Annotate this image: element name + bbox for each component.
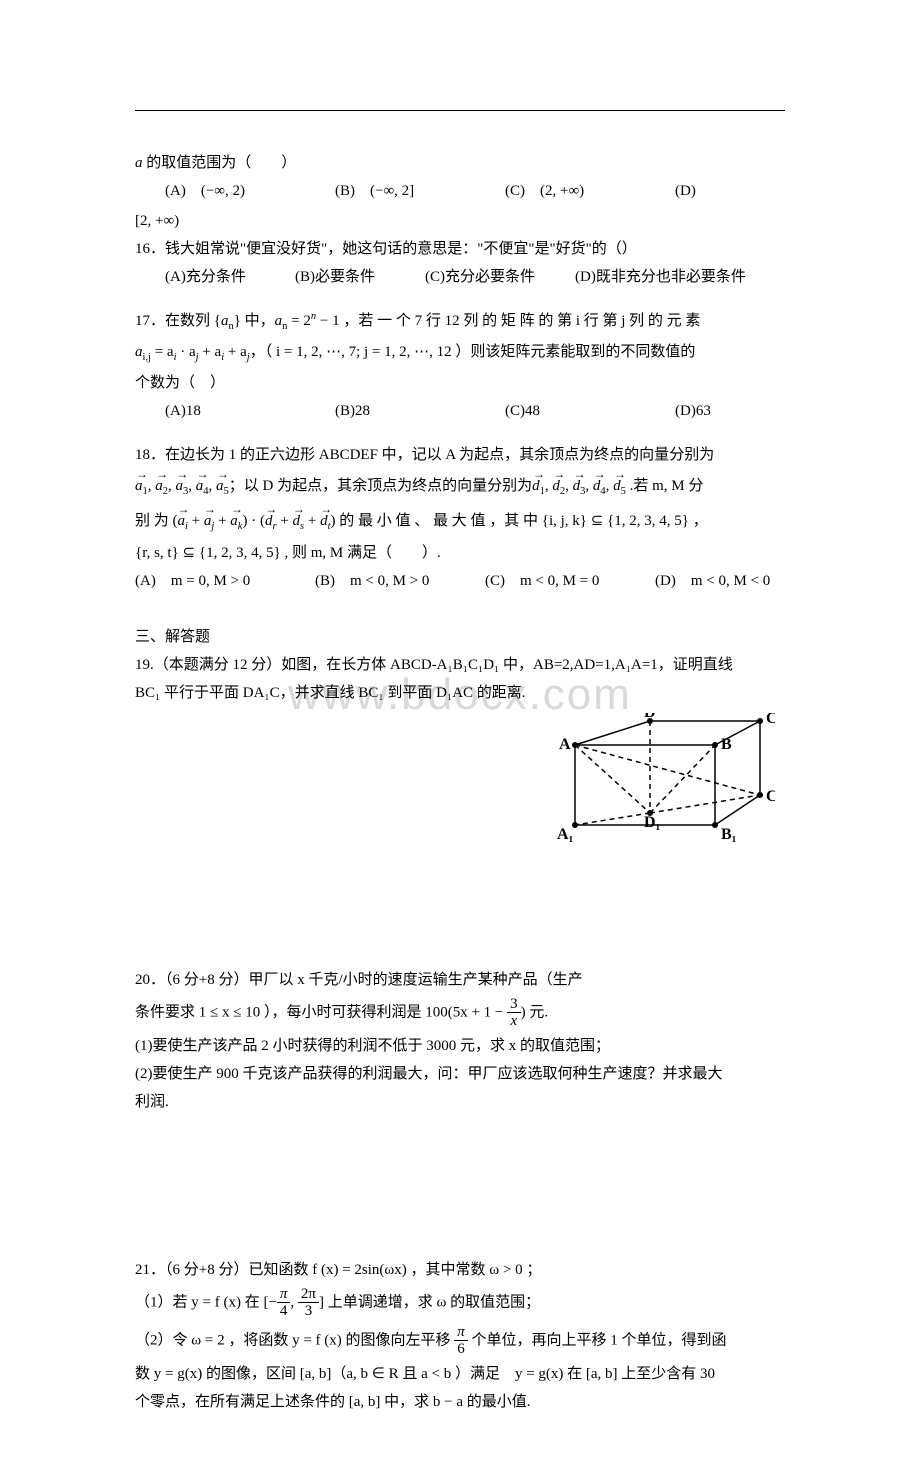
q18-opt-b: (B) m < 0, M > 0 (315, 569, 485, 593)
q18-opt-c: (C) m < 0, M = 0 (485, 569, 655, 593)
q18-opt-d: (D) m < 0, M < 0 (655, 569, 770, 593)
q19-line2: BC₁ 平行于平面 DA₁C，并求直线 BC₁ 到平面 D₁AC 的距离. (135, 681, 785, 705)
q21-line5: 个零点，在所有满足上述条件的 [a, b] 中，求 b − a 的最小值. (135, 1390, 785, 1414)
q21-line4: 数 y = g(x) 的图像，区间 [a, b]（a, b ∈ R 且 a < … (135, 1362, 785, 1386)
q18-line4: {r, s, t} ⊆ {1, 2, 3, 4, 5} , 则 m, M 满足（… (135, 541, 785, 565)
q20-line4: (2)要使生产 900 千克该产品获得的利润最大，问：甲厂应该选取何种生产速度？… (135, 1062, 785, 1086)
q15-stem-tail: a 的取值范围为（ ） (135, 151, 785, 175)
q20-line3: (1)要使生产该产品 2 小时获得的利润不低于 3000 元，求 x 的取值范围… (135, 1034, 785, 1058)
q16-opt-d: (D)既非充分也非必要条件 (575, 265, 746, 289)
q21-line1: 21．（6 分+8 分）已知函数 f (x) = 2sin(ωx) ，其中常数 … (135, 1258, 785, 1282)
q17-opt-d: (D)63 (675, 399, 711, 423)
q15-var: a (135, 155, 146, 171)
q16-opt-c: (C)充分必要条件 (425, 265, 575, 289)
svg-text:A₁: A₁ (557, 826, 574, 843)
svg-text:D: D (644, 713, 656, 721)
q18-options: (A) m = 0, M > 0 (B) m < 0, M > 0 (C) m … (135, 569, 785, 593)
q17-line3: 个数为（ ） (135, 371, 785, 395)
cuboid-diagram: A B C D A₁ B₁ C₁ D₁ (555, 713, 775, 843)
q18-line3: 别 为 (ai + aj + ak) · (dr + ds + dt) 的 最 … (135, 506, 785, 537)
section-3-heading: 三、解答题 (135, 625, 785, 649)
svg-text:B₁: B₁ (721, 826, 737, 843)
svg-text:C: C (766, 713, 775, 727)
q20-line5: 利润. (135, 1090, 785, 1114)
svg-text:C₁: C₁ (766, 788, 775, 805)
q15-opt-a: (A) (−∞, 2) (165, 179, 335, 203)
q15-options: (A) (−∞, 2) (B) (−∞, 2] (C) (2, +∞) (D) (135, 179, 785, 203)
svg-text:D₁: D₁ (644, 814, 661, 831)
svg-text:A: A (559, 736, 571, 753)
svg-text:B: B (721, 736, 732, 753)
q21-line3: （2）令 ω = 2 ，将函数 y = f (x) 的图像向左平移 π6 个单位… (135, 1324, 785, 1358)
q16-stem: 16．钱大姐常说"便宜没好货"，她这句话的意思是："不便宜"是"好货"的（） (135, 237, 785, 261)
q17-opt-a: (A)18 (165, 399, 335, 423)
q17-opt-b: (B)28 (335, 399, 505, 423)
q17-opt-c: (C)48 (505, 399, 675, 423)
q17-line1: 17．在数列 {an} 中，an = 2n − 1 ，若 一 个 7 行 12 … (135, 309, 785, 336)
q19-line1: 19.（本题满分 12 分）如图，在长方体 ABCD-A₁B₁C₁D₁ 中，AB… (135, 653, 785, 677)
q20-line1: 20．（6 分+8 分）甲厂以 x 千克/小时的速度运输生产某种产品（生产 (135, 968, 785, 992)
q18-opt-a: (A) m = 0, M > 0 (135, 569, 315, 593)
q19-figure: A B C D A₁ B₁ C₁ D₁ (555, 713, 775, 848)
q15-opt-d-cont: [2, +∞) (135, 209, 785, 233)
q15-opt-c: (C) (2, +∞) (505, 179, 675, 203)
q17-options: (A)18 (B)28 (C)48 (D)63 (135, 399, 785, 423)
q18-line1: 18．在边长为 1 的正六边形 ABCDEF 中，记以 A 为起点，其余顶点为终… (135, 443, 785, 467)
q20-line2: 条件要求 1 ≤ x ≤ 10 ），每小时可获得利润是 100(5x + 1 −… (135, 996, 785, 1030)
q17-line2: ai,j = ai · aj + ai + aj，（ i = 1, 2, ⋯, … (135, 340, 785, 367)
q16-opt-a: (A)充分条件 (165, 265, 295, 289)
q15-tail-text: 的取值范围为（ ） (146, 155, 296, 171)
top-rule (135, 110, 785, 111)
q21-line2: （1）若 y = f (x) 在 [−π4, 2π3] 上单调递增，求 ω 的取… (135, 1286, 785, 1320)
q16-options: (A)充分条件 (B)必要条件 (C)充分必要条件 (D)既非充分也非必要条件 (135, 265, 785, 289)
q15-opt-d: (D) (675, 179, 696, 203)
q15-opt-b: (B) (−∞, 2] (335, 179, 505, 203)
q16-opt-b: (B)必要条件 (295, 265, 425, 289)
